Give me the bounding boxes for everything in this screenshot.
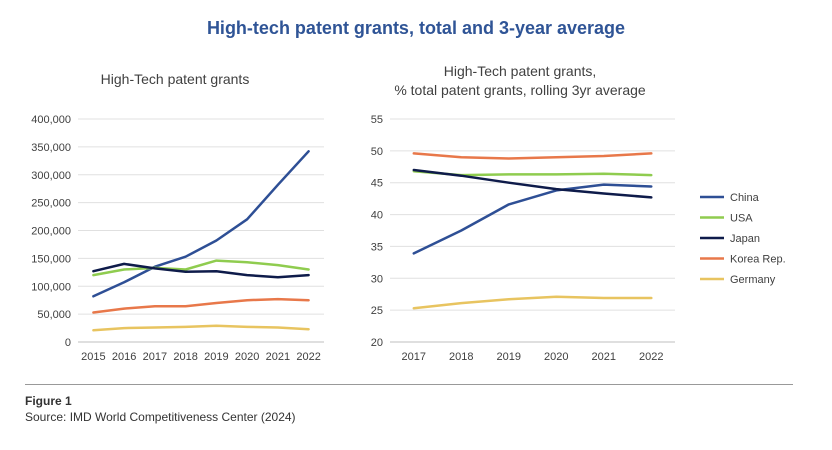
legend-label-korea-rep: Korea Rep. [730,254,786,266]
left-chart-x-tick-label: 2017 [143,351,167,363]
right-chart-x-tick-label: 2020 [544,351,568,363]
left-chart-y-tick-label: 300,000 [31,170,71,182]
right-chart-y-tick-label: 55 [371,114,383,126]
left-chart-x-tick-label: 2021 [266,351,290,363]
figure-label: Figure 1 [25,394,72,408]
left-chart-x-tick-label: 2022 [296,351,320,363]
right-chart-y-tick-label: 40 [371,210,383,222]
left-chart-x-tick-label: 2015 [81,351,105,363]
left-chart-y-tick-label: 0 [65,337,71,349]
left-chart-y-tick-label: 100,000 [31,281,71,293]
left-chart-series-line-korea-rep [92,297,310,314]
right-chart-x-tick-label: 2017 [402,351,426,363]
left-chart-y-tick-label: 400,000 [31,114,71,126]
left-chart-title: High-Tech patent grants [100,71,250,87]
left-chart-series-line-germany [92,324,310,332]
right-chart: 20 25 30 35 40 45 50 55 2017 2018 2019 2020 2021 2022 [371,114,675,363]
main-title: High-tech patent grants, total and 3-yea… [206,18,626,38]
right-chart-title: High-Tech patent grants, % total patent … [360,62,680,100]
left-chart-y-tick-label: 200,000 [31,226,71,238]
right-chart-title-line-1: High-Tech patent grants, [443,63,597,79]
left-chart-y-tick-label: 350,000 [31,142,71,154]
right-chart-y-tick-label: 25 [371,305,383,317]
left-chart-series-line-usa [92,259,310,277]
right-chart-x-tick-label: 2021 [592,351,616,363]
right-chart-y-tick-label: 20 [371,337,383,349]
right-chart-x-tick-label: 2022 [639,351,663,363]
left-chart-y-tick-label: 50,000 [37,309,71,321]
left-chart-x-tick-label: 2016 [112,351,136,363]
left-chart: 0 50,000 100,000 150,000 200,000 250,000 300,0… [31,114,324,363]
right-chart-series-line-china [412,183,653,255]
left-chart-x-tick-label: 2018 [173,351,197,363]
right-chart-y-tick-label: 35 [371,241,383,253]
left-chart-series-line-china [92,150,310,298]
left-chart-y-tick-label: 250,000 [31,198,71,210]
left-chart-series-line-japan [92,262,310,279]
source-note: Source: IMD World Competitiveness Center… [25,410,296,424]
right-chart-y-tick-label: 45 [371,178,383,190]
right-chart-y-tick-label: 30 [371,273,383,285]
right-chart-title-line-2: % total patent grants, rolling 3yr avera… [394,82,646,98]
right-chart-y-tick-label: 50 [371,146,383,158]
legend-label-japan: Japan [730,233,760,245]
right-chart-series-line-japan [412,168,653,199]
legend-label-china: China [730,192,760,204]
left-chart-x-tick-label: 2019 [204,351,228,363]
right-chart-x-tick-label: 2018 [449,351,473,363]
legend-label-usa: USA [730,213,753,225]
legend-label-germany: Germany [730,274,776,286]
right-chart-x-tick-label: 2019 [497,351,521,363]
left-chart-x-tick-label: 2020 [235,351,259,363]
left-chart-y-tick-label: 150,000 [31,253,71,265]
right-chart-series-line-germany [412,295,653,310]
right-chart-series-line-korea-rep [412,152,653,160]
caption-divider [25,384,793,385]
legend: China USA Japan Korea Rep. Germany [700,192,786,286]
